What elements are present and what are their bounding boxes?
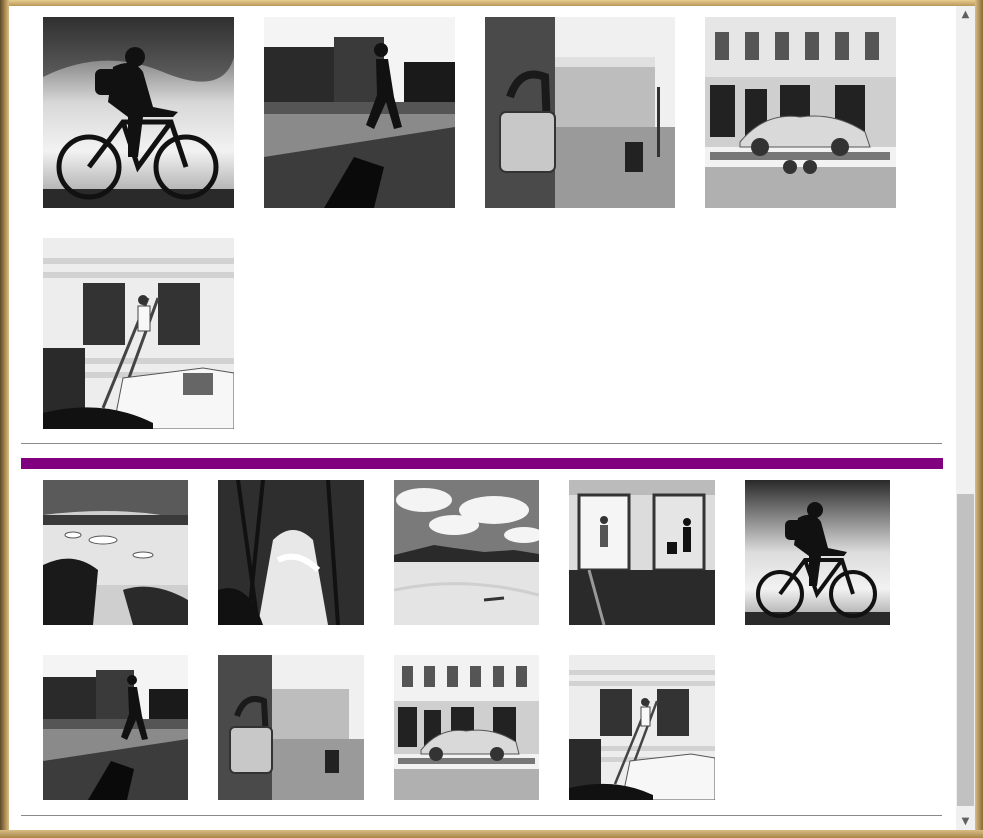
cyclist-small-photo-image: [745, 480, 890, 625]
padlock-photo-image: [485, 17, 675, 208]
photo-thumbnail-padlock-small[interactable]: [218, 655, 364, 800]
scroll-up-button[interactable]: ▲: [956, 6, 975, 23]
section-highlight-band: [21, 458, 943, 469]
photo-thumbnail-worker-ladder-small[interactable]: [569, 655, 715, 800]
photo-thumbnail-station-elevators[interactable]: [569, 480, 715, 625]
station-elevators-photo-image: [569, 480, 715, 625]
window-frame-bottom: [0, 830, 983, 838]
pedestrian-photo-image: [264, 17, 455, 208]
forest-waterfall-photo-image: [218, 480, 364, 625]
photo-thumbnail-worker-ladder[interactable]: [43, 238, 234, 429]
classic-car-photo-image: [705, 17, 896, 208]
scrollbar-thumb[interactable]: [957, 494, 974, 806]
photo-thumbnail-padlock[interactable]: [485, 17, 675, 208]
photo-thumbnail-forest-waterfall[interactable]: [218, 480, 364, 625]
window-frame-top: [0, 0, 983, 6]
cyclist-photo-image: [43, 17, 234, 208]
classic-car-small-photo-image: [394, 655, 539, 800]
photo-thumbnail-desert-dunes[interactable]: [394, 480, 539, 625]
photo-thumbnail-pedestrian-small[interactable]: [43, 655, 188, 800]
photo-thumbnail-pedestrian[interactable]: [264, 17, 455, 208]
photo-thumbnail-icy-lake[interactable]: [43, 480, 188, 625]
padlock-small-photo-image: [218, 655, 364, 800]
icy-lake-photo-image: [43, 480, 188, 625]
section-divider-bottom: [21, 815, 942, 816]
worker-ladder-photo-image: [43, 238, 234, 429]
photo-thumbnail-cyclist[interactable]: [43, 17, 234, 208]
chevron-up-icon: ▲: [961, 9, 970, 20]
page-viewport: [9, 6, 956, 830]
desert-dunes-photo-image: [394, 480, 539, 625]
photo-thumbnail-classic-car-small[interactable]: [394, 655, 539, 800]
window-frame-right: [975, 0, 983, 838]
vertical-scrollbar[interactable]: ▲ ▼: [956, 6, 975, 830]
window-frame-left: [0, 0, 9, 838]
scroll-down-button[interactable]: ▼: [956, 813, 975, 830]
section-divider-top: [21, 443, 942, 444]
worker-ladder-small-photo-image: [569, 655, 715, 800]
photo-thumbnail-classic-car[interactable]: [705, 17, 896, 208]
chevron-down-icon: ▼: [961, 816, 970, 827]
pedestrian-small-photo-image: [43, 655, 188, 800]
photo-thumbnail-cyclist-small[interactable]: [745, 480, 890, 625]
